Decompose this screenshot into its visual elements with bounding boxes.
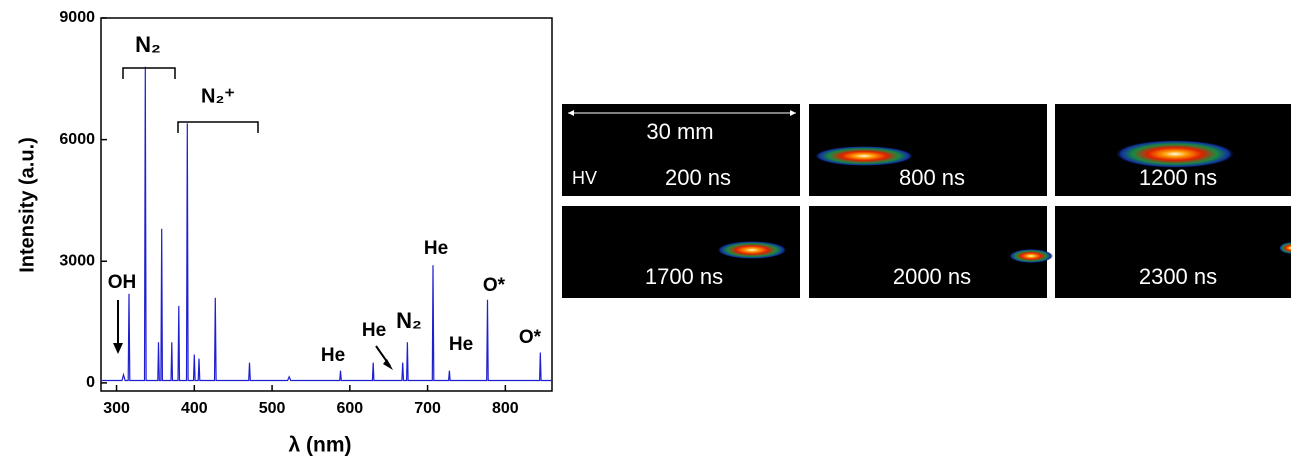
annotation: He	[362, 320, 386, 341]
y-tick-label: 9000	[59, 9, 95, 26]
annotation: He	[449, 334, 473, 355]
figure: λ (nm) Intensity (a.u.) 0 3000 6000 9000 300…	[0, 0, 1291, 461]
time-label: 2300 ns	[1139, 264, 1217, 289]
plasma-plume	[814, 146, 914, 166]
x-tick-label: 700	[414, 400, 441, 417]
plasma-plume	[1009, 249, 1053, 263]
annotation: He	[321, 345, 345, 366]
time-label: 200 ns	[665, 165, 731, 190]
time-label: 1200 ns	[1139, 165, 1217, 190]
x-tick-label: 300	[103, 400, 130, 417]
annotation: N₂	[135, 32, 161, 57]
x-tick-label: 500	[259, 400, 286, 417]
y-tick-label: 0	[86, 374, 95, 391]
annotation: O*	[519, 327, 542, 348]
x-axis-label: λ (nm)	[289, 434, 352, 457]
x-tick-label: 800	[492, 400, 519, 417]
bracket	[123, 68, 175, 79]
y-axis-label: Intensity (a.u.)	[16, 137, 38, 273]
annotation: He	[424, 238, 448, 259]
y-tick-label: 6000	[59, 131, 95, 148]
time-label: 1700 ns	[645, 264, 723, 289]
x-tick-label: 600	[336, 400, 363, 417]
plot-frame	[101, 18, 552, 391]
plasma-plume	[1115, 140, 1235, 168]
spectrum-line	[101, 67, 552, 381]
y-tick-label: 3000	[59, 252, 95, 269]
annotation: OH	[108, 272, 137, 293]
time-label: 800 ns	[899, 165, 965, 190]
annotation: N₂	[396, 308, 422, 333]
arrowhead	[383, 359, 393, 370]
time-label: 2000 ns	[893, 264, 971, 289]
page: λ (nm) Intensity (a.u.) 0 3000 6000 9000 300…	[0, 0, 1291, 466]
bracket	[178, 122, 258, 133]
electrode-label: HV	[572, 168, 597, 188]
x-tick-label: 400	[181, 400, 208, 417]
plasma-plume	[717, 241, 787, 259]
annotation: O*	[483, 275, 506, 296]
annotation: N₂⁺	[201, 85, 235, 107]
scale-label: 30 mm	[646, 119, 713, 144]
arrowhead	[113, 343, 123, 354]
